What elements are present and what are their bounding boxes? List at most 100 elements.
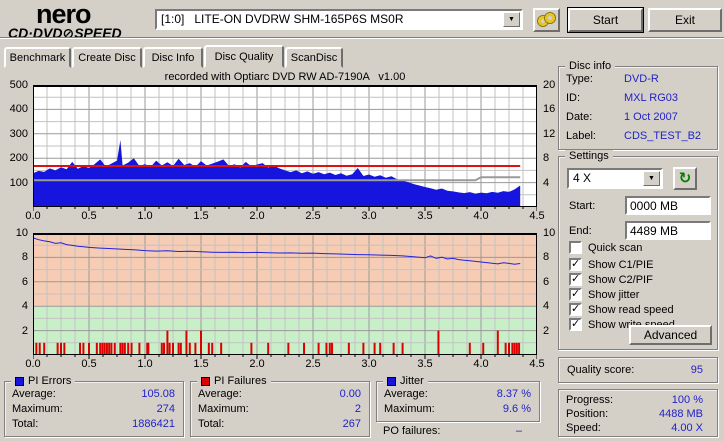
position-label: Position: (566, 408, 609, 420)
checkbox-icon[interactable] (569, 241, 582, 254)
y-tick-label: 4 (543, 300, 550, 313)
x-tick-label: 0.0 (25, 210, 41, 222)
jitter-panel: Jitter Average: 8.37 % Maximum: 9.6 % (376, 375, 540, 422)
chevron-down-icon[interactable]: ▼ (503, 12, 520, 27)
header-separator (0, 37, 724, 39)
speed-select-value: 4 X (573, 171, 592, 185)
po-failures-value: – (515, 425, 522, 437)
exit-button[interactable]: Exit (648, 8, 722, 32)
speed-select[interactable]: 4 X ▼ (567, 168, 663, 189)
stat-value: 2 (354, 403, 361, 415)
disc-info-title: Disc info (565, 60, 616, 72)
advanced-button[interactable]: Advanced (629, 325, 712, 345)
checkbox-show-jitter[interactable]: ✓ Show jitter (569, 288, 640, 301)
stat-value: 105.08 (141, 388, 175, 400)
refresh-icon: ↻ (678, 169, 692, 187)
checkbox-icon[interactable]: ✓ (569, 288, 582, 301)
speed-label: Speed: (566, 422, 601, 434)
drive-select-value: [1:0] LITE-ON DVDRW SHM-165P6S MS0R (161, 12, 404, 26)
disc-info-label: ID: (566, 92, 581, 104)
logo-cdspeed: CD·DVD⊘SPEED (8, 25, 122, 41)
disc-info-panel: Disc info Type: DVD-R ID: MXL RG03 Date: 1 … (558, 60, 718, 150)
y-tick-label: 100 (9, 176, 28, 189)
po-failures-label: PO failures: (383, 425, 441, 437)
logo-nero: nero (36, 0, 92, 29)
y-tick-label: 500 (9, 79, 28, 91)
pi-failures-legend: PI Failures (197, 375, 271, 387)
checkbox-quick-scan[interactable]: Quick scan (569, 241, 642, 254)
stat-value: 8.37 % (496, 388, 531, 400)
disc-info-value: DVD-R (624, 73, 659, 85)
x-tick-label: 2.5 (305, 358, 321, 370)
chevron-down-icon[interactable]: ▼ (643, 171, 660, 186)
y-tick-label: 8 (543, 152, 550, 165)
y-tick-label: 400 (9, 103, 28, 116)
tab-disc-info[interactable]: Disc Info (143, 47, 203, 68)
disc-info-value: MXL RG03 (624, 92, 679, 104)
quality-score-label: Quality score: (567, 364, 635, 376)
y-tick-label: 8 (543, 251, 550, 264)
settings-panel: Settings 4 X ▼ ↻ Start: 0000 MB End: 448… (558, 150, 718, 350)
y-tick-label: 6 (21, 275, 28, 288)
stat-value: 267 (342, 418, 361, 430)
stat-label: Maximum: (198, 403, 249, 415)
start-button[interactable]: Start (567, 7, 644, 33)
x-tick-label: 0.5 (81, 210, 97, 222)
drive-select[interactable]: [1:0] LITE-ON DVDRW SHM-165P6S MS0R ▼ (155, 9, 523, 30)
tab-benchmark[interactable]: Benchmark (4, 47, 71, 68)
x-tick-label: 1.0 (137, 210, 153, 222)
y-tick-label: 8 (21, 251, 28, 264)
tab-create-disc[interactable]: Create Disc (72, 47, 142, 68)
y-tick-label: 4 (21, 300, 28, 313)
stat-label: Total: (198, 418, 225, 430)
tab-scandisc[interactable]: ScanDisc (285, 47, 343, 68)
start-field[interactable]: 0000 MB (625, 196, 711, 215)
disc-info-label: Label: (566, 130, 596, 142)
checkbox-show-c2-pif[interactable]: ✓ Show C2/PIF (569, 273, 653, 286)
disc-info-value: CDS_TEST_B2 (624, 130, 702, 142)
jitter-chart-y-axis-left: 2 4 6 8 10 (2, 227, 31, 360)
checkbox-show-read-speed[interactable]: ✓ Show read speed (569, 303, 674, 316)
checkbox-icon[interactable]: ✓ (569, 258, 582, 271)
start-field-label: Start: (569, 200, 596, 212)
pie-chart-x-axis: 0.0 0.5 1.0 1.5 2.0 2.5 3.0 3.5 4.0 4.5 (25, 210, 553, 222)
disc-info-refresh-button[interactable] (533, 8, 560, 32)
stat-label: Total: (12, 418, 39, 430)
x-tick-label: 2.0 (249, 358, 265, 370)
stat-label: Average: (12, 388, 56, 400)
disc-info-value: 1 Oct 2007 (624, 111, 678, 123)
position-value: 4488 MB (658, 408, 703, 420)
tab-disc-quality[interactable]: Disc Quality (204, 45, 284, 68)
y-tick-label: 12 (543, 127, 556, 140)
pie-chart-plot (32, 85, 538, 212)
checkbox-icon[interactable]: ✓ (569, 273, 582, 286)
checkbox-show-write-speed[interactable]: ✓Show write speed (569, 318, 675, 331)
jitter-chart-x-axis: 0.0 0.5 1.0 1.5 2.0 2.5 3.0 3.5 4.0 4.5 (25, 358, 553, 370)
pie-chart-y-axis-left: 100 200 300 400 500 (2, 79, 31, 212)
x-tick-label: 4.0 (473, 358, 489, 370)
checkbox-icon[interactable]: ✓ (569, 303, 582, 316)
x-tick-label: 1.5 (193, 210, 209, 222)
disc-info-label: Type: (566, 73, 593, 85)
settings-title: Settings (565, 150, 613, 162)
stat-label: Maximum: (12, 403, 63, 415)
x-tick-label: 0.0 (25, 358, 41, 370)
quality-score-panel: Quality score: 95 (558, 357, 718, 383)
checkbox-show-c1-pie[interactable]: ✓ Show C1/PIE (569, 258, 654, 271)
end-field-label: End: (569, 225, 592, 237)
refresh-button[interactable]: ↻ (673, 167, 697, 190)
pi-failures-marker-icon (201, 376, 210, 386)
end-field[interactable]: 4489 MB (625, 221, 711, 240)
stat-value: 0.00 (339, 388, 361, 400)
x-tick-label: 3.0 (361, 358, 377, 370)
stat-label: Average: (198, 388, 242, 400)
discs-icon (536, 12, 557, 28)
disc-info-label: Date: (566, 111, 593, 123)
checkbox-icon[interactable]: ✓ (569, 318, 582, 331)
stat-value: 9.6 % (502, 403, 531, 415)
y-tick-label: 6 (543, 275, 550, 288)
x-tick-label: 0.5 (81, 358, 97, 370)
y-tick-label: 10 (15, 227, 28, 239)
quality-score-value: 95 (690, 364, 703, 376)
x-tick-label: 2.0 (249, 210, 265, 222)
